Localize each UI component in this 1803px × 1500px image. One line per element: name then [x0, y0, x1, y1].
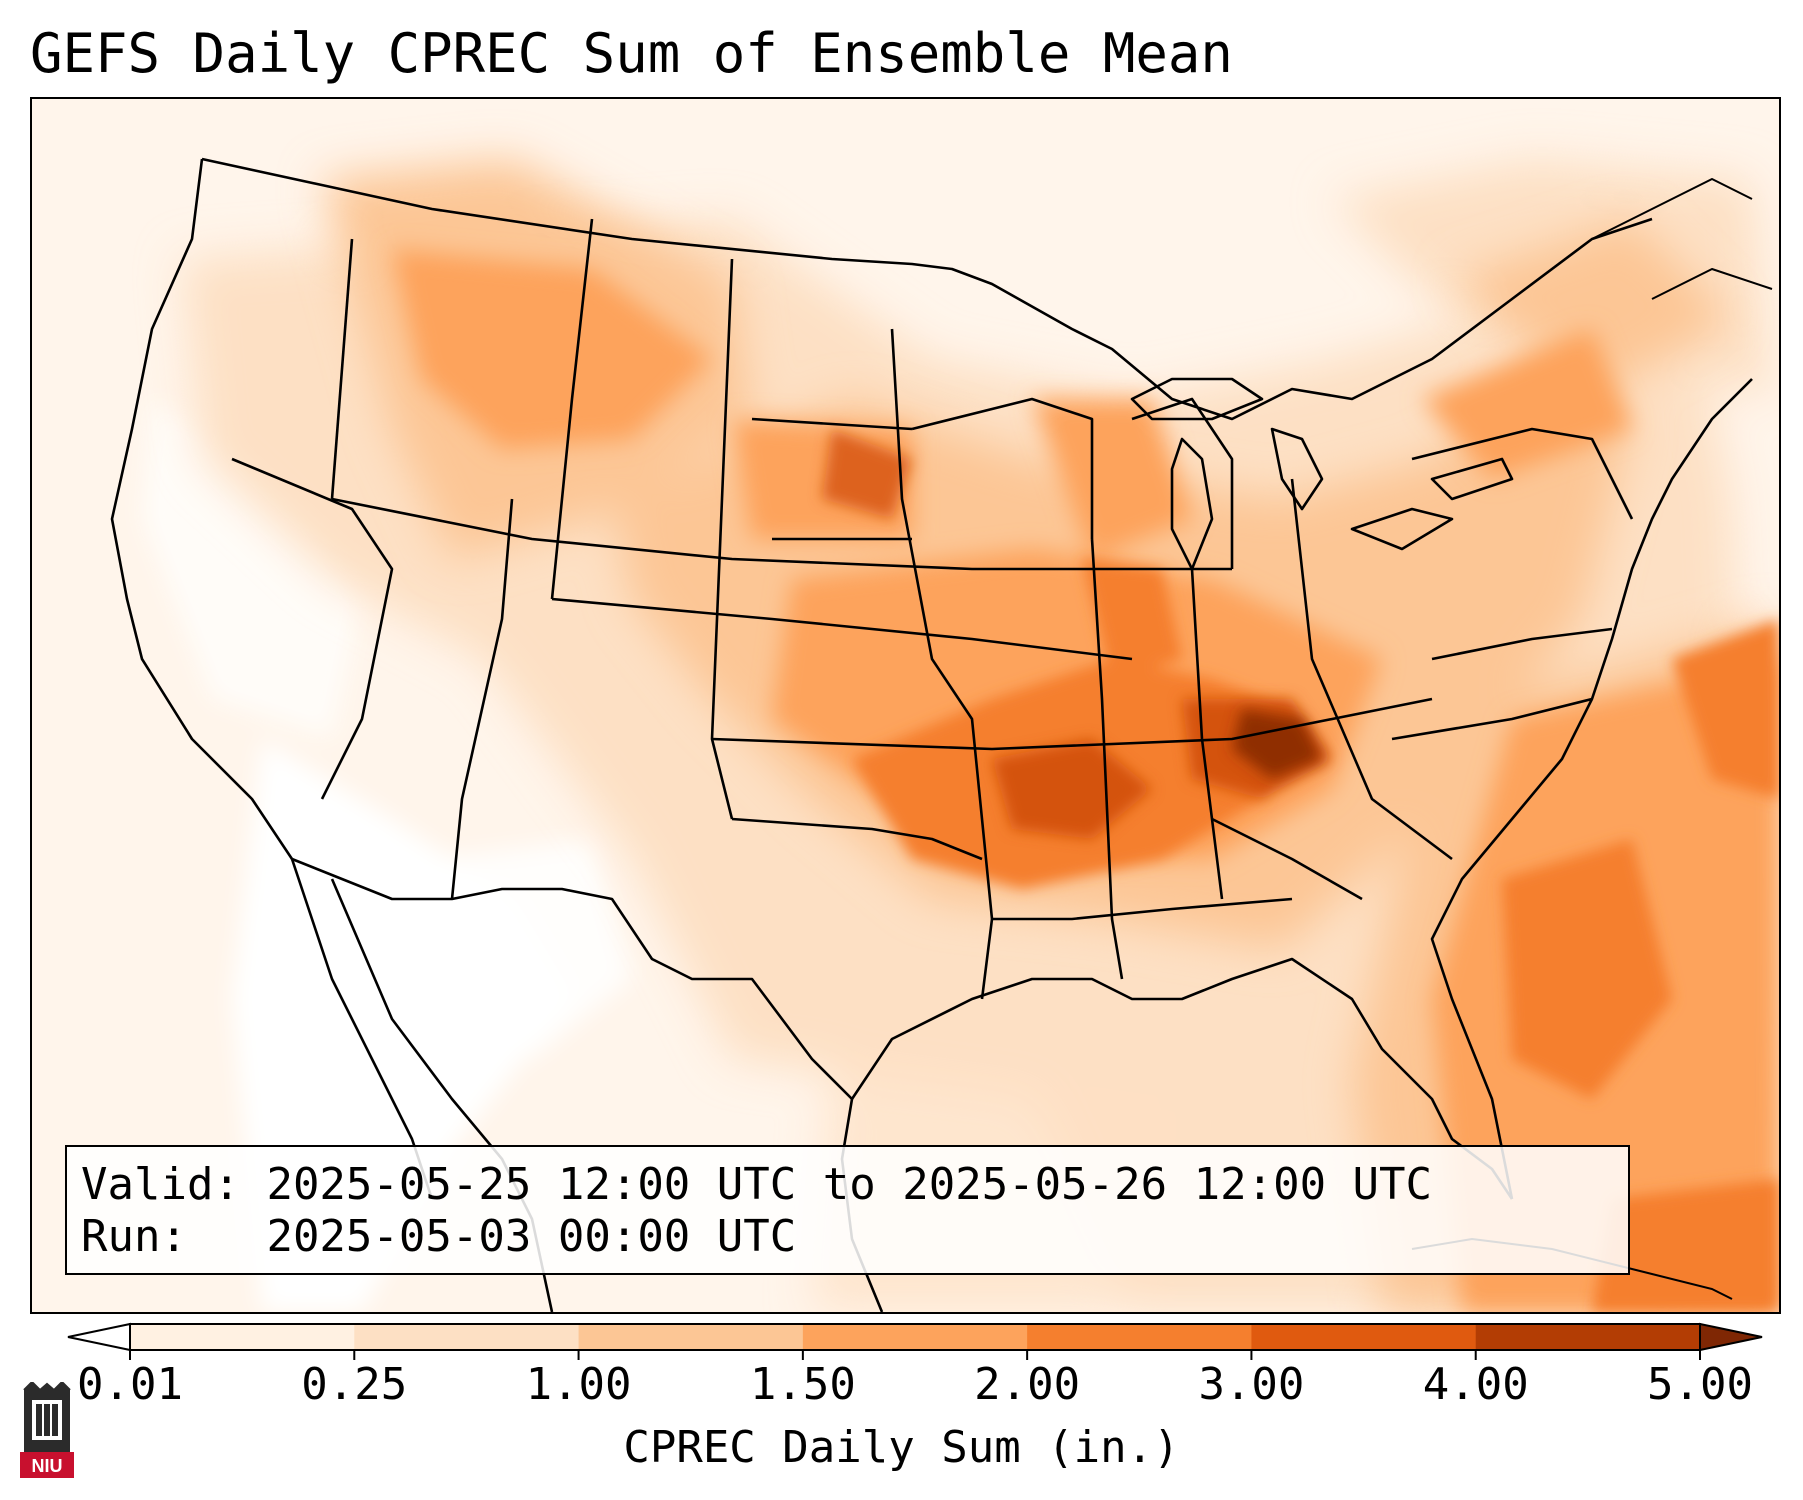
run-label: Run:: [81, 1211, 187, 1262]
colorbar-tick-label: 4.00: [1422, 1359, 1529, 1410]
valid-label: Valid:: [81, 1159, 240, 1210]
colorbar-tick-label: 1.50: [749, 1359, 856, 1410]
colorbar-title: CPREC Daily Sum (in.): [623, 1422, 1180, 1473]
colorbar-segment: [578, 1324, 804, 1350]
colorbar-segment: [130, 1324, 355, 1350]
colorbar-over-extension: [1699, 1322, 1763, 1352]
colorbar-tick-label: 0.01: [77, 1359, 183, 1410]
map-panel: [30, 97, 1781, 1314]
valid-time-range: 2025-05-25 12:00 UTC to 2025-05-26 12:00…: [266, 1159, 1433, 1210]
page-title: GEFS Daily CPREC Sum of Ensemble Mean: [30, 22, 1233, 85]
niu-seal-icon: NIU: [20, 1382, 74, 1478]
colorbar-tick-label: 3.00: [1198, 1359, 1305, 1410]
colorbar-segment: [1251, 1324, 1477, 1350]
valid-run-info-box: Valid: 2025-05-25 12:00 UTC to 2025-05-2…: [65, 1145, 1630, 1275]
colorbar-under-extension: [67, 1322, 131, 1352]
colorbar-tick-label: 0.25: [301, 1359, 408, 1410]
colorbar-frame: [129, 1323, 1701, 1351]
colorbar-segment: [1027, 1324, 1252, 1350]
colorbar-segment: [354, 1324, 580, 1350]
colorbar-tick-label: 2.00: [974, 1359, 1081, 1410]
colorbar: [67, 1322, 1763, 1360]
colorbar-tick-label: 1.00: [525, 1359, 632, 1410]
niu-logo-text: NIU: [32, 1456, 63, 1476]
colorbar-tick-label: 5.00: [1647, 1359, 1753, 1410]
colorbar-segment: [1475, 1324, 1701, 1350]
colorbar-segment: [802, 1324, 1028, 1350]
precip-map: [32, 99, 1779, 1312]
run-time: 2025-05-03 00:00 UTC: [266, 1211, 797, 1262]
